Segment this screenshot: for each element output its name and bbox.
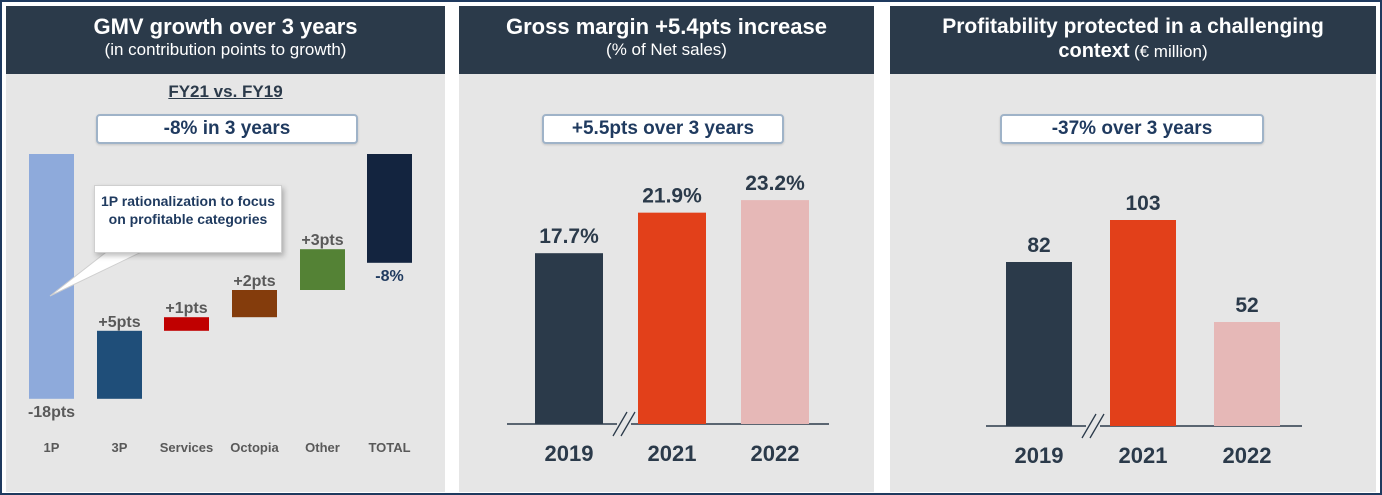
axis-break-mark [620, 411, 636, 437]
bar-2019 [1006, 262, 1072, 426]
waterfall-category-label: Other [305, 440, 340, 455]
waterfall-value-label: +5pts [98, 314, 140, 331]
bar-2021 [638, 212, 706, 424]
bar-category-label: 2019 [1015, 443, 1064, 468]
axis-break-gap [617, 410, 631, 438]
profitability-summary-pill: -37% over 3 years [1000, 114, 1264, 144]
bar-value-label: 23.2% [745, 172, 805, 195]
waterfall-value-label: -8% [375, 268, 403, 285]
bar-value-label: 103 [1125, 192, 1160, 215]
gross-margin-panel: Gross margin +5.4pts increase (% of Net … [459, 6, 874, 492]
waterfall-bar-octopia [232, 290, 277, 318]
waterfall-value-label: -18pts [28, 404, 75, 421]
bar-value-label: 21.9% [642, 185, 702, 208]
axis-break-gap [1086, 412, 1100, 440]
bar-value-label: 82 [1027, 234, 1050, 257]
waterfall-category-label: Octopia [230, 440, 279, 455]
gross-margin-bar-chart: 17.7% 2019 21.9% 2021 23.2% 2022 [507, 172, 829, 466]
bar-2021 [1110, 220, 1176, 426]
profitability-panel-title: Profitability protected in a challenging [942, 15, 1324, 38]
gross-margin-panel-title: Gross margin +5.4pts increase [506, 14, 827, 39]
bar-2022 [741, 200, 809, 424]
bar-category-label: 2022 [751, 441, 800, 466]
bar-category-label: 2022 [1223, 443, 1272, 468]
waterfall-category-label: Services [160, 440, 214, 455]
profitability-panel-unit: (€ million) [1133, 42, 1208, 61]
profitability-panel: Profitability protected in a challenging… [890, 6, 1376, 492]
gross-margin-panel-header: Gross margin +5.4pts increase (% of Net … [459, 6, 874, 74]
gmv-panel-header: GMV growth over 3 years (in contribution… [6, 6, 445, 74]
waterfall-value-label: +2pts [233, 273, 275, 290]
waterfall-category-label: TOTAL [368, 440, 410, 455]
gross-margin-panel-subtitle: (% of Net sales) [606, 40, 727, 59]
1p-callout: 1P rationalization to focus on profitabl… [94, 185, 282, 253]
profitability-panel-title-context: context [1058, 40, 1130, 62]
bar-value-label: 17.7% [539, 225, 599, 248]
gross-margin-summary-pill: +5.5pts over 3 years [542, 114, 784, 144]
waterfall-bar-1p [29, 154, 74, 399]
bar-category-label: 2021 [1119, 443, 1168, 468]
bar-2019 [535, 253, 603, 424]
profitability-panel-header: Profitability protected in a challenging… [890, 6, 1376, 74]
gmv-waterfall-chart: -18pts 1P +5pts 3P +1pts Services +2pts Octopia… [28, 154, 412, 455]
axis-break-mark [1081, 413, 1097, 439]
waterfall-category-label: 3P [112, 440, 128, 455]
bar-value-label: 52 [1235, 294, 1258, 317]
waterfall-value-label: +1pts [165, 300, 207, 317]
waterfall-value-label: +3pts [301, 232, 343, 249]
gmv-panel-subtitle: (in contribution points to growth) [104, 40, 347, 59]
axis-break-mark [1089, 413, 1105, 439]
gmv-panel: GMV growth over 3 years (in contribution… [6, 6, 445, 492]
profitability-bar-chart: 82 2019 103 2021 52 2022 [986, 192, 1302, 468]
waterfall-bar-other [300, 249, 345, 290]
bar-2022 [1214, 322, 1280, 426]
axis-break-mark [612, 411, 628, 437]
bar-category-label: 2019 [545, 441, 594, 466]
gmv-period-heading: FY21 vs. FY19 [168, 82, 283, 101]
waterfall-bar-total [367, 154, 412, 263]
profitability-panel-title-line2: context (€ million) [890, 40, 1376, 63]
bar-category-label: 2021 [648, 441, 697, 466]
waterfall-category-label: 1P [44, 440, 60, 455]
waterfall-bar-3p [97, 330, 142, 399]
waterfall-bar-services [164, 317, 209, 331]
gmv-summary-pill: -8% in 3 years [96, 114, 358, 144]
gmv-panel-title: GMV growth over 3 years [93, 14, 358, 39]
